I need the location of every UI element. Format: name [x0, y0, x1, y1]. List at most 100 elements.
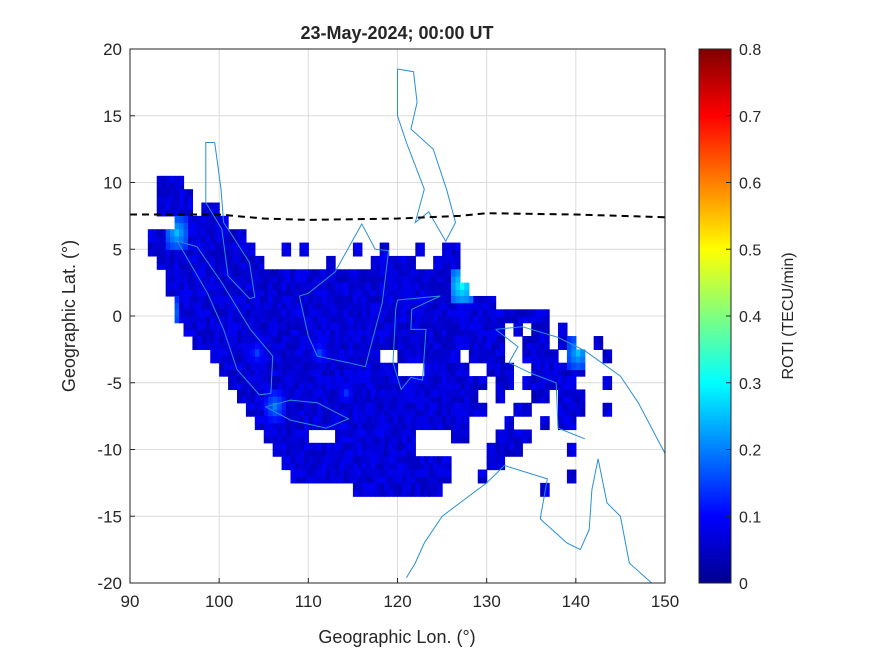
roti-cell [299, 382, 305, 391]
roti-cell [277, 282, 283, 290]
roti-cell [277, 362, 283, 370]
roti-cell [259, 396, 265, 404]
roti-cell [245, 262, 251, 270]
roti-cell [428, 396, 434, 404]
roti-cell [161, 249, 167, 257]
roti-cell [459, 436, 465, 444]
roti-cell [214, 316, 220, 324]
roti-cell [272, 449, 278, 457]
roti-cell [241, 362, 247, 370]
roti-cell [263, 275, 269, 284]
roti-cell [419, 249, 425, 257]
roti-cell [491, 356, 497, 364]
roti-cell [303, 476, 309, 484]
roti-cell [446, 349, 452, 357]
roti-cell [321, 389, 327, 397]
roti-cell [201, 336, 207, 344]
roti-cell [321, 462, 327, 471]
roti-cell [228, 289, 234, 297]
roti-cell [455, 309, 461, 317]
roti-cell [330, 336, 336, 344]
roti-cell [317, 356, 323, 364]
roti-cell [299, 389, 305, 397]
roti-cell [344, 329, 350, 337]
roti-cell [384, 369, 390, 377]
roti-cell [482, 349, 488, 357]
roti-cell [330, 322, 336, 330]
roti-cell [504, 382, 510, 391]
roti-cell [290, 362, 296, 370]
roti-cell [415, 476, 421, 484]
roti-cell [437, 295, 443, 304]
roti-cell [245, 242, 251, 250]
roti-cell [330, 302, 336, 310]
roti-cell [437, 476, 443, 484]
roti-cell [281, 389, 287, 397]
roti-cell [223, 309, 229, 317]
roti-cell [571, 349, 577, 357]
roti-cell [348, 389, 354, 397]
roti-cell [268, 336, 274, 344]
roti-cell [286, 329, 292, 337]
roti-cell [562, 409, 568, 417]
roti-cell [393, 289, 399, 297]
roti-cell [272, 436, 278, 444]
roti-cell [366, 362, 372, 370]
roti-cell [544, 329, 550, 337]
roti-cell [263, 322, 269, 330]
roti-cell [290, 442, 296, 451]
roti-cell [210, 356, 216, 364]
roti-cell [379, 362, 385, 370]
roti-cell [245, 302, 251, 310]
roti-cell [214, 356, 220, 364]
roti-cell [330, 449, 336, 457]
roti-cell [495, 389, 501, 397]
roti-cell [357, 309, 363, 317]
roti-cell [535, 342, 541, 350]
roti-cell [410, 316, 416, 324]
roti-cell [562, 402, 568, 411]
roti-cell [424, 336, 430, 344]
colorbar-label: ROTI (TECU/min) [780, 252, 797, 379]
roti-cell [254, 275, 260, 284]
roti-cell [388, 289, 394, 297]
roti-cell [357, 402, 363, 411]
roti-cell [419, 462, 425, 471]
roti-cell [330, 442, 336, 451]
roti-cell [424, 322, 430, 330]
roti-cell [433, 462, 439, 471]
roti-cell [410, 356, 416, 364]
roti-cell [352, 429, 358, 437]
roti-cell [272, 302, 278, 310]
roti-cell [437, 336, 443, 344]
roti-cell [535, 356, 541, 364]
roti-cell [424, 349, 430, 357]
roti-cell [241, 255, 247, 264]
roti-cell [344, 476, 350, 484]
roti-cell [308, 282, 314, 290]
roti-cell [393, 489, 399, 497]
roti-cell [210, 255, 216, 264]
roti-cell [357, 396, 363, 404]
roti-cell [179, 269, 185, 277]
roti-cell [303, 376, 309, 384]
roti-cell [357, 242, 363, 250]
roti-cell [205, 235, 211, 244]
roti-cell [517, 329, 523, 337]
roti-cell [477, 302, 483, 310]
roti-cell [397, 336, 403, 344]
roti-cell [326, 362, 332, 370]
roti-cell [205, 262, 211, 270]
roti-cell [410, 329, 416, 337]
roti-cell [241, 329, 247, 337]
roti-cell [330, 382, 336, 391]
roti-cell [401, 469, 408, 477]
roti-cell [397, 269, 403, 277]
roti-cell [290, 275, 296, 284]
roti-cell [504, 442, 510, 451]
roti-cell [549, 369, 555, 377]
roti-cell [250, 389, 256, 397]
roti-cell [263, 376, 269, 384]
roti-cell [299, 442, 305, 451]
roti-cell [219, 235, 225, 244]
